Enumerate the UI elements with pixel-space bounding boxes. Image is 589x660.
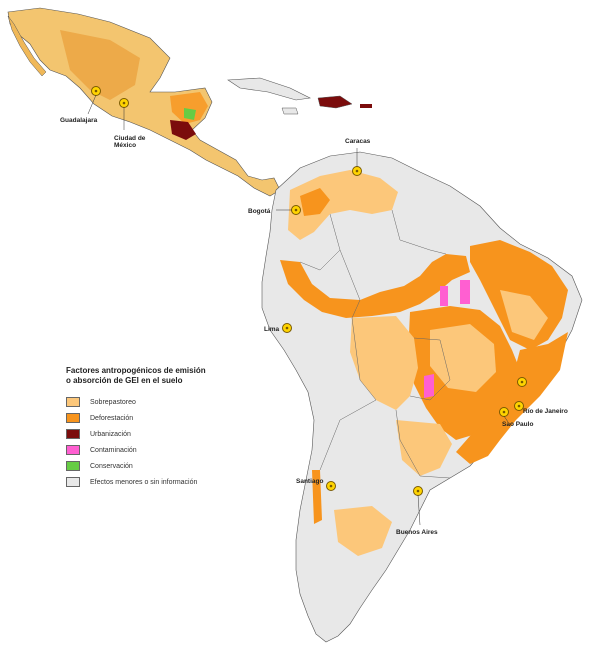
brazil-southeast — [456, 332, 568, 464]
amazon-arc-deforestation — [280, 254, 470, 318]
bolivia-paraguay-grazing — [350, 316, 418, 410]
hispaniola — [317, 95, 353, 109]
city-label-sao-paulo: Sao Paulo — [502, 421, 533, 428]
city-label-bogota: Bogotá — [248, 208, 271, 215]
legend-item-conservacion: Conservación — [66, 458, 266, 474]
colombia-venezuela-region — [288, 170, 398, 240]
guatemala-urban — [170, 120, 196, 140]
legend-swatch — [66, 477, 80, 487]
mexico-deforestation — [60, 30, 140, 100]
city-marker-belo-horizonte — [517, 377, 527, 387]
contamination-mato-grosso-2 — [460, 280, 470, 304]
city-label-mexico-2: México — [114, 142, 136, 149]
legend-label: Efectos menores o sin información — [90, 478, 198, 486]
city-label-caracas: Caracas — [345, 138, 371, 145]
puerto-rico — [360, 104, 372, 108]
city-marker-bogota — [276, 205, 301, 215]
mexico-central-america — [7, 7, 281, 197]
legend-title-line-2: o absorción de GEI en el suelo — [66, 376, 183, 385]
jamaica — [281, 107, 299, 115]
legend-item-deforestacion: Deforestación — [66, 410, 266, 426]
colombia-deforestation — [300, 188, 330, 216]
legend-title: Factores antropogénicos de emisión o abs… — [66, 366, 266, 386]
city-label-rio: Río de Janeiro — [523, 408, 568, 415]
contamination-paraguay — [424, 374, 434, 398]
legend-swatch — [66, 413, 80, 423]
city-marker-sao-paulo — [499, 407, 509, 423]
patagonia-grazing — [334, 506, 392, 556]
legend-item-sin-informacion: Efectos menores o sin información — [66, 474, 266, 490]
city-label-mexico-1: Ciudad de — [114, 135, 146, 142]
legend-item-urbanizacion: Urbanización — [66, 426, 266, 442]
country-borders — [299, 209, 451, 479]
baja-california — [7, 15, 47, 77]
legend-swatch — [66, 461, 80, 471]
city-marker-buenos-aires — [413, 486, 423, 526]
legend-title-line-1: Factores antropogénicos de emisión — [66, 366, 206, 375]
city-label-lima: Lima — [264, 326, 280, 333]
city-marker-santiago — [326, 481, 336, 491]
city-label-buenos-aires: Buenos Aires — [396, 529, 438, 536]
legend-label: Sobrepastoreo — [90, 398, 136, 406]
argentina-north-grazing — [396, 420, 452, 476]
city-marker-lima — [282, 323, 292, 333]
cuba — [227, 77, 311, 101]
legend-swatch — [66, 397, 80, 407]
city-marker-caracas — [352, 148, 362, 176]
legend-label: Contaminación — [90, 446, 137, 454]
legend-swatch — [66, 429, 80, 439]
legend-item-sobrepastoreo: Sobrepastoreo — [66, 394, 266, 410]
legend-item-contaminacion: Contaminación — [66, 442, 266, 458]
belize-conservation — [184, 108, 196, 120]
legend-label: Deforestación — [90, 414, 134, 422]
map-legend: Factores antropogénicos de emisión o abs… — [66, 366, 266, 490]
city-marker-rio — [514, 401, 524, 411]
legend-swatch — [66, 445, 80, 455]
city-marker-mexico — [119, 98, 129, 130]
contamination-mato-grosso — [440, 286, 448, 306]
city-label-santiago: Santiago — [296, 478, 323, 485]
brazil-northeast-grazing — [500, 290, 548, 340]
city-label-guadalajara: Guadalajara — [60, 117, 98, 124]
legend-label: Urbanización — [90, 430, 131, 438]
yucatan-region — [170, 92, 208, 124]
city-marker-guadalajara — [87, 86, 101, 115]
legend-label: Conservación — [90, 462, 133, 470]
brazil-central-grazing — [430, 324, 496, 392]
chile-deforestation — [312, 470, 322, 524]
